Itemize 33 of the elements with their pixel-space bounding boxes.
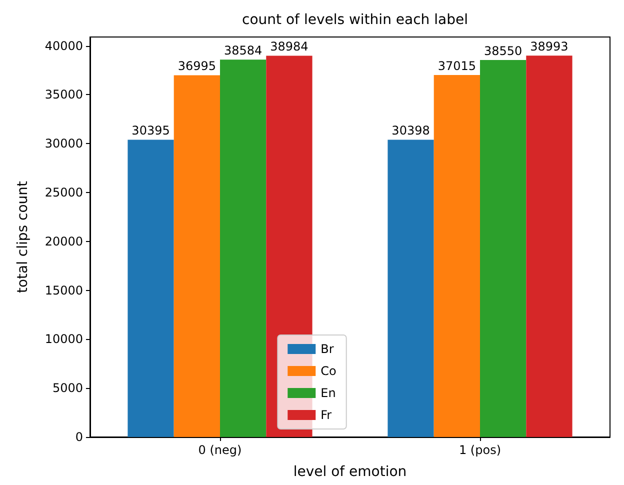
data-label: 38993: [530, 40, 568, 54]
bar: [220, 60, 266, 437]
bar: [174, 75, 220, 437]
data-label: 30398: [392, 124, 430, 138]
data-label: 36995: [178, 59, 216, 74]
y-tick-label: 35000: [44, 88, 83, 102]
x-tick-label: 1 (pos): [458, 443, 502, 457]
bar: [434, 74, 480, 437]
legend-label: Br: [320, 342, 334, 356]
y-tick-label: 10000: [44, 332, 83, 346]
y-tick-label: 0: [75, 430, 83, 444]
legend-label: Fr: [320, 408, 332, 422]
bar: [526, 56, 572, 437]
data-label: 38584: [224, 44, 262, 58]
bar: [388, 140, 434, 437]
data-label: 38550: [484, 44, 522, 58]
y-tick-label: 5000: [52, 381, 83, 396]
y-tick-label: 40000: [44, 38, 83, 53]
x-tick-label: 0 (neg): [198, 443, 242, 457]
data-label: 30395: [132, 124, 170, 138]
y-tick-label: 20000: [44, 234, 83, 248]
data-label: 38984: [270, 40, 308, 54]
y-tick-label: 15000: [44, 283, 83, 298]
y-axis-title: total clips count: [15, 180, 31, 294]
x-axis-title: level of emotion: [293, 464, 407, 480]
bar: [480, 60, 526, 437]
data-label: 37015: [438, 58, 476, 73]
legend-label: En: [320, 386, 336, 400]
chart-title: count of levels within each label: [242, 12, 468, 28]
bar: [128, 140, 174, 437]
y-tick-label: 25000: [44, 186, 83, 200]
y-tick-label: 30000: [44, 136, 83, 151]
legend-label: Co: [320, 364, 336, 378]
